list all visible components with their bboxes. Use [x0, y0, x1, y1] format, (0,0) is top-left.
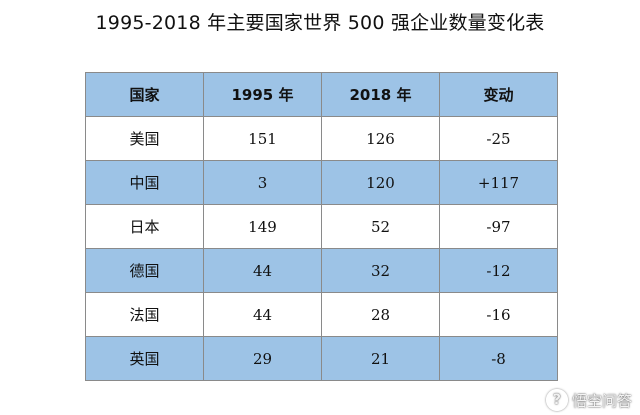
header-row: 国家 1995 年 2018 年 变动 [85, 72, 558, 117]
cell-country: 日本 [85, 204, 204, 249]
cell-change: -97 [439, 204, 558, 249]
header-country: 国家 [85, 72, 204, 117]
cell-1995: 151 [203, 116, 322, 161]
cell-1995: 149 [203, 204, 322, 249]
cell-change: -16 [439, 292, 558, 337]
watermark: ? 悟空问答 [545, 389, 632, 411]
cell-country: 美国 [85, 116, 204, 161]
table-row: 中国 3 120 +117 [85, 160, 558, 205]
table-row: 英国 29 21 -8 [85, 336, 558, 381]
cell-country: 中国 [85, 160, 204, 205]
question-logo-icon: ? [545, 389, 568, 411]
cell-country: 法国 [85, 292, 204, 337]
cell-2018: 52 [321, 204, 440, 249]
table-title: 1995-2018 年主要国家世界 500 强企业数量变化表 [95, 12, 545, 34]
cell-2018: 21 [321, 336, 440, 381]
cell-change: +117 [439, 160, 558, 205]
cell-change: -25 [439, 116, 558, 161]
cell-1995: 44 [203, 248, 322, 293]
header-2018: 2018 年 [321, 72, 440, 117]
cell-1995: 29 [203, 336, 322, 381]
table-row: 日本 149 52 -97 [85, 204, 558, 249]
cell-2018: 120 [321, 160, 440, 205]
table-row: 美国 151 126 -25 [85, 116, 558, 161]
watermark-text: 悟空问答 [571, 391, 632, 410]
cell-country: 德国 [85, 248, 204, 293]
cell-1995: 44 [203, 292, 322, 337]
header-1995: 1995 年 [203, 72, 322, 117]
cell-change: -12 [439, 248, 558, 293]
cell-change: -8 [439, 336, 558, 381]
cell-1995: 3 [203, 160, 322, 205]
cell-country: 英国 [85, 336, 204, 381]
cell-2018: 32 [321, 248, 440, 293]
cell-2018: 28 [321, 292, 440, 337]
table-row: 德国 44 32 -12 [85, 248, 558, 293]
header-change: 变动 [439, 72, 558, 117]
company-count-table: 国家 1995 年 2018 年 变动 美国 151 126 -25 中国 3 … [85, 72, 558, 381]
table-row: 法国 44 28 -16 [85, 292, 558, 337]
cell-2018: 126 [321, 116, 440, 161]
